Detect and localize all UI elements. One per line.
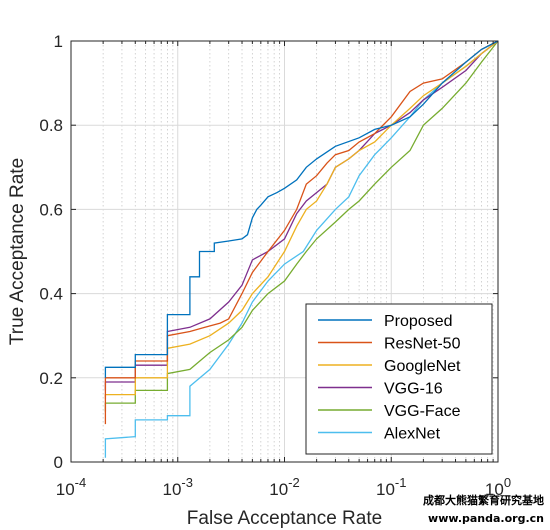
x-tick-label: 100 [485, 475, 511, 499]
x-axis-label: False Acceptance Rate [187, 508, 382, 529]
legend-entry: VGG-Face [384, 403, 461, 420]
axis-ticks: 0 0.2 0.4 0.6 0.8 1 10-4 10-3 10-2 10-1 100 [39, 32, 511, 499]
series-line-proposed [104, 40, 499, 378]
x-tick-label: 10-2 [269, 475, 299, 499]
legend-entry: Proposed [384, 313, 453, 330]
x-tick-label: 10-1 [376, 475, 406, 499]
legend-box [305, 303, 493, 455]
series-line-alexnet [104, 40, 499, 458]
legend-entry: ResNet-50 [384, 336, 461, 353]
x-tick-label: 10-4 [56, 475, 86, 499]
y-tick-label: 0.6 [39, 200, 63, 219]
y-tick-label: 0 [54, 453, 63, 472]
legend-entry: GoogleNet [384, 358, 461, 375]
x-tick-label: 10-3 [163, 475, 193, 499]
series-line-vgg-face [104, 40, 499, 412]
y-tick-label: 0.4 [39, 285, 63, 304]
y-tick-label: 0.8 [39, 116, 63, 135]
legend-entry: VGG-16 [384, 381, 443, 398]
watermark-line-1: 成都大熊猫繁育研究基地 [423, 494, 544, 507]
series-line-googlenet [104, 40, 499, 399]
legend-entry: AlexNet [384, 426, 441, 443]
y-tick-label: 0.2 [39, 369, 63, 388]
series-layer [104, 40, 499, 458]
watermark-line-2: www.panda.org.cn [428, 512, 544, 525]
y-tick-label: 1 [54, 32, 63, 51]
y-axis-label: True Acceptance Rate [7, 158, 28, 345]
legend: Proposed ResNet-50 GoogleNet VGG-16 VGG-Face… [305, 303, 493, 455]
